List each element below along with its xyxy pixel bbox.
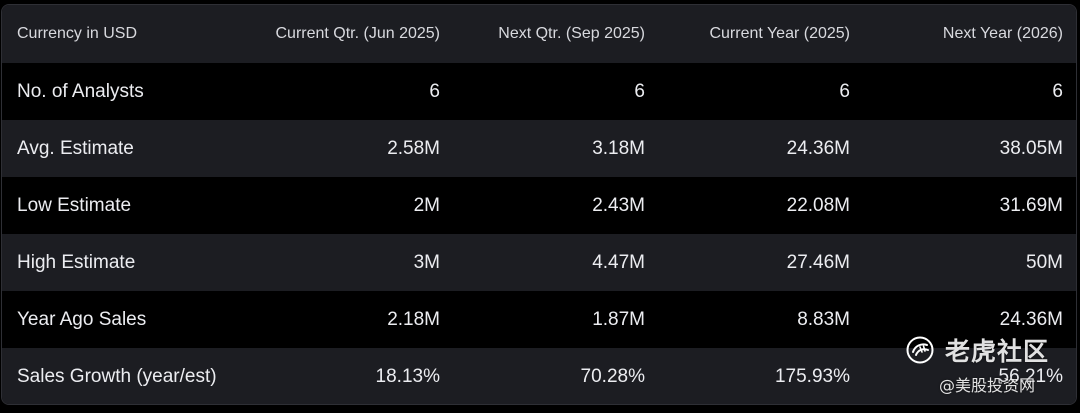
analyst-revenue-estimates-table: Currency in USD Current Qtr. (Jun 2025) … — [1, 4, 1077, 405]
table-cell: 2.43M — [592, 194, 645, 216]
table-cell: 8.83M — [797, 308, 850, 330]
table-cell: 24.36M — [999, 308, 1063, 330]
column-header-current-qtr[interactable]: Current Qtr. (Jun 2025) — [275, 25, 440, 42]
table-cell: 70.28% — [580, 365, 645, 387]
table-cell: 38.05M — [999, 137, 1063, 159]
table-cell: 6 — [1052, 80, 1063, 102]
table-cell: 2.58M — [387, 137, 440, 159]
table-cell: 27.46M — [786, 251, 850, 273]
table-cell: 56.21% — [998, 365, 1063, 387]
table-row-low-estimate: Low Estimate 2M 2.43M 22.08M 31.69M — [2, 177, 1076, 234]
table-cell: 6 — [634, 80, 645, 102]
row-label: High Estimate — [17, 251, 136, 273]
column-header-next-qtr[interactable]: Next Qtr. (Sep 2025) — [498, 25, 645, 42]
table-cell: 50M — [1026, 251, 1063, 273]
column-header-next-year[interactable]: Next Year (2026) — [942, 25, 1063, 42]
table-cell: 18.13% — [375, 365, 440, 387]
table-cell: 175.93% — [774, 365, 850, 387]
column-header-currency: Currency in USD — [17, 25, 138, 42]
table-cell: 2M — [413, 194, 440, 216]
row-label: Low Estimate — [17, 194, 132, 216]
table-row-high-estimate: High Estimate 3M 4.47M 27.46M 50M — [2, 234, 1076, 291]
table-cell: 31.69M — [999, 194, 1063, 216]
table-header-row: Currency in USD Current Qtr. (Jun 2025) … — [2, 5, 1076, 63]
table-row-no-of-analysts: No. of Analysts 6 6 6 6 — [2, 63, 1076, 120]
column-header-current-year[interactable]: Current Year (2025) — [709, 25, 850, 42]
row-label: Avg. Estimate — [17, 137, 134, 159]
table-cell: 3M — [413, 251, 440, 273]
row-label: No. of Analysts — [17, 80, 144, 102]
table-cell: 2.18M — [387, 308, 440, 330]
table-cell: 3.18M — [592, 137, 645, 159]
estimates-table: Currency in USD Current Qtr. (Jun 2025) … — [2, 5, 1076, 404]
table-cell: 22.08M — [786, 194, 850, 216]
table-row-year-ago-sales: Year Ago Sales 2.18M 1.87M 8.83M 24.36M — [2, 291, 1076, 348]
table-cell: 6 — [429, 80, 440, 102]
table-cell: 4.47M — [592, 251, 645, 273]
table-cell: 6 — [839, 80, 850, 102]
table-cell: 24.36M — [786, 137, 850, 159]
table-row-sales-growth: Sales Growth (year/est) 18.13% 70.28% 17… — [2, 348, 1076, 404]
row-label: Sales Growth (year/est) — [17, 365, 217, 387]
table-cell: 1.87M — [592, 308, 645, 330]
row-label: Year Ago Sales — [17, 308, 147, 330]
table-row-avg-estimate: Avg. Estimate 2.58M 3.18M 24.36M 38.05M — [2, 120, 1076, 177]
